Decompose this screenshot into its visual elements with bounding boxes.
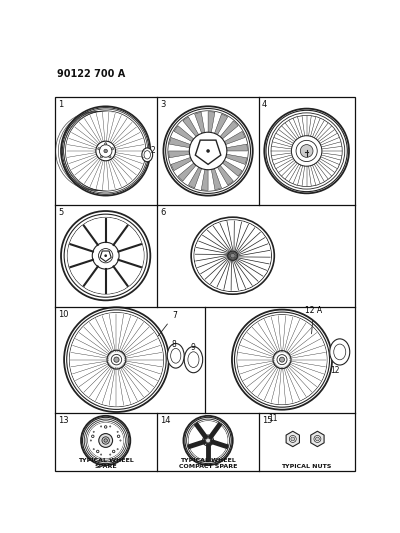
Ellipse shape <box>189 421 228 460</box>
Circle shape <box>104 254 107 257</box>
Ellipse shape <box>98 248 113 263</box>
Ellipse shape <box>194 220 271 291</box>
Ellipse shape <box>117 435 120 438</box>
Ellipse shape <box>107 350 126 369</box>
Text: 11: 11 <box>268 414 278 423</box>
Ellipse shape <box>98 148 100 150</box>
Text: 12 A: 12 A <box>305 306 322 334</box>
Ellipse shape <box>109 156 111 158</box>
Text: 90122 700 A: 90122 700 A <box>57 69 126 79</box>
Polygon shape <box>226 144 247 151</box>
Ellipse shape <box>206 438 210 443</box>
Ellipse shape <box>203 435 214 446</box>
Text: 5: 5 <box>58 208 63 217</box>
Ellipse shape <box>300 144 313 157</box>
Polygon shape <box>208 112 215 133</box>
Ellipse shape <box>111 148 114 150</box>
Ellipse shape <box>100 426 102 427</box>
Polygon shape <box>171 157 192 171</box>
Ellipse shape <box>230 253 235 258</box>
Ellipse shape <box>117 431 118 432</box>
Ellipse shape <box>142 148 153 161</box>
Ellipse shape <box>112 450 115 453</box>
Ellipse shape <box>280 357 284 362</box>
Circle shape <box>206 149 210 153</box>
Ellipse shape <box>238 315 326 404</box>
Ellipse shape <box>88 423 124 458</box>
Ellipse shape <box>104 439 107 442</box>
Ellipse shape <box>68 217 144 294</box>
Polygon shape <box>214 114 228 135</box>
Polygon shape <box>188 167 202 188</box>
Ellipse shape <box>96 141 116 161</box>
Text: 9: 9 <box>190 343 195 352</box>
Ellipse shape <box>90 440 92 441</box>
Ellipse shape <box>277 354 287 365</box>
Ellipse shape <box>93 449 94 450</box>
Polygon shape <box>174 126 194 142</box>
Ellipse shape <box>110 454 111 455</box>
Ellipse shape <box>228 251 238 260</box>
Polygon shape <box>224 131 245 144</box>
Circle shape <box>104 149 108 153</box>
Ellipse shape <box>66 112 145 190</box>
Polygon shape <box>211 168 222 190</box>
Polygon shape <box>178 163 196 181</box>
Ellipse shape <box>167 343 184 368</box>
Ellipse shape <box>189 132 227 169</box>
Polygon shape <box>311 431 324 447</box>
Text: 14: 14 <box>160 416 171 425</box>
Text: TYPICAL NUTS: TYPICAL NUTS <box>282 464 332 469</box>
Polygon shape <box>222 160 242 176</box>
Polygon shape <box>226 154 247 164</box>
Ellipse shape <box>110 426 111 427</box>
Ellipse shape <box>70 313 163 406</box>
Ellipse shape <box>117 449 118 450</box>
Polygon shape <box>218 165 233 185</box>
Ellipse shape <box>120 440 121 441</box>
Text: 13: 13 <box>58 416 68 425</box>
Ellipse shape <box>330 339 350 365</box>
Ellipse shape <box>102 437 109 444</box>
Circle shape <box>316 437 319 441</box>
Ellipse shape <box>100 156 102 158</box>
Ellipse shape <box>96 450 99 453</box>
Text: 15: 15 <box>262 416 272 425</box>
Circle shape <box>314 435 321 442</box>
Circle shape <box>289 435 296 442</box>
Ellipse shape <box>296 140 317 161</box>
Polygon shape <box>183 117 199 136</box>
Text: 12: 12 <box>330 366 339 375</box>
Ellipse shape <box>93 431 94 432</box>
Polygon shape <box>195 112 205 133</box>
Ellipse shape <box>114 357 119 362</box>
Text: TYPICAL WHEEL
SPARE: TYPICAL WHEEL SPARE <box>78 458 134 469</box>
Text: 4: 4 <box>262 100 267 109</box>
Ellipse shape <box>99 433 112 447</box>
Polygon shape <box>169 151 190 158</box>
Ellipse shape <box>184 346 203 373</box>
Ellipse shape <box>104 426 107 428</box>
Polygon shape <box>220 121 238 139</box>
Text: 7: 7 <box>158 311 177 336</box>
Ellipse shape <box>273 351 291 369</box>
Polygon shape <box>286 431 300 447</box>
Circle shape <box>291 437 295 441</box>
Ellipse shape <box>92 243 119 269</box>
Ellipse shape <box>100 145 112 157</box>
Polygon shape <box>201 169 208 190</box>
Ellipse shape <box>111 354 122 365</box>
Text: 2: 2 <box>150 146 155 155</box>
Ellipse shape <box>100 454 102 455</box>
Ellipse shape <box>104 143 107 145</box>
Text: 1: 1 <box>58 100 63 109</box>
Polygon shape <box>169 138 190 148</box>
Text: 6: 6 <box>160 208 166 217</box>
Text: TYPICAL WHEEL
COMPACT SPARE: TYPICAL WHEEL COMPACT SPARE <box>179 458 237 469</box>
Ellipse shape <box>92 435 94 438</box>
Ellipse shape <box>291 136 322 166</box>
Text: 8: 8 <box>171 340 176 349</box>
Text: 10: 10 <box>58 310 68 319</box>
Text: 3: 3 <box>160 100 166 109</box>
